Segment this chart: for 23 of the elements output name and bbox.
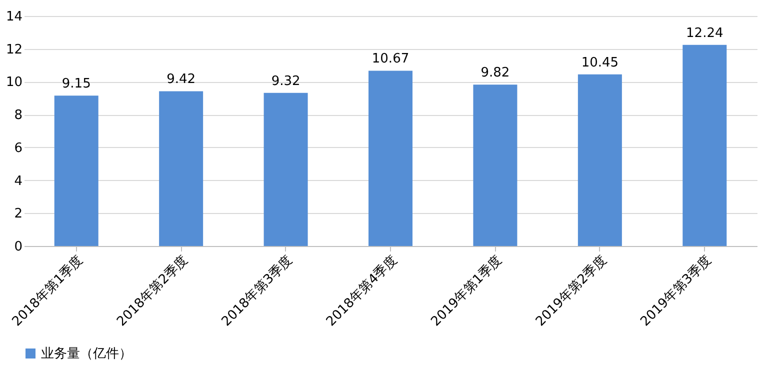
y-tick-label: 8	[14, 108, 22, 124]
y-tick-label: 10	[6, 75, 22, 90]
y-tick-label: 14	[6, 10, 22, 24]
y-tick-label: 12	[6, 42, 22, 58]
data-label: 10.67	[372, 52, 410, 67]
bar	[368, 70, 412, 246]
data-label: 9.32	[271, 74, 300, 89]
y-tick-label: 4	[14, 174, 22, 189]
y-tick-label: 6	[14, 140, 22, 156]
bar	[682, 44, 727, 246]
legend-label: 业务量（亿件）	[41, 346, 132, 362]
data-label: 9.82	[480, 66, 510, 81]
data-label: 10.45	[581, 55, 619, 70]
bar	[473, 84, 518, 246]
data-label: 9.15	[62, 76, 91, 92]
y-tick-label: 0	[14, 240, 22, 254]
bar	[54, 96, 98, 246]
data-label: 12.24	[686, 26, 724, 41]
data-label: 9.42	[166, 72, 196, 88]
y-tick-label: 2	[14, 206, 22, 222]
bar	[578, 74, 622, 246]
bar	[264, 92, 308, 246]
bar	[159, 91, 204, 246]
